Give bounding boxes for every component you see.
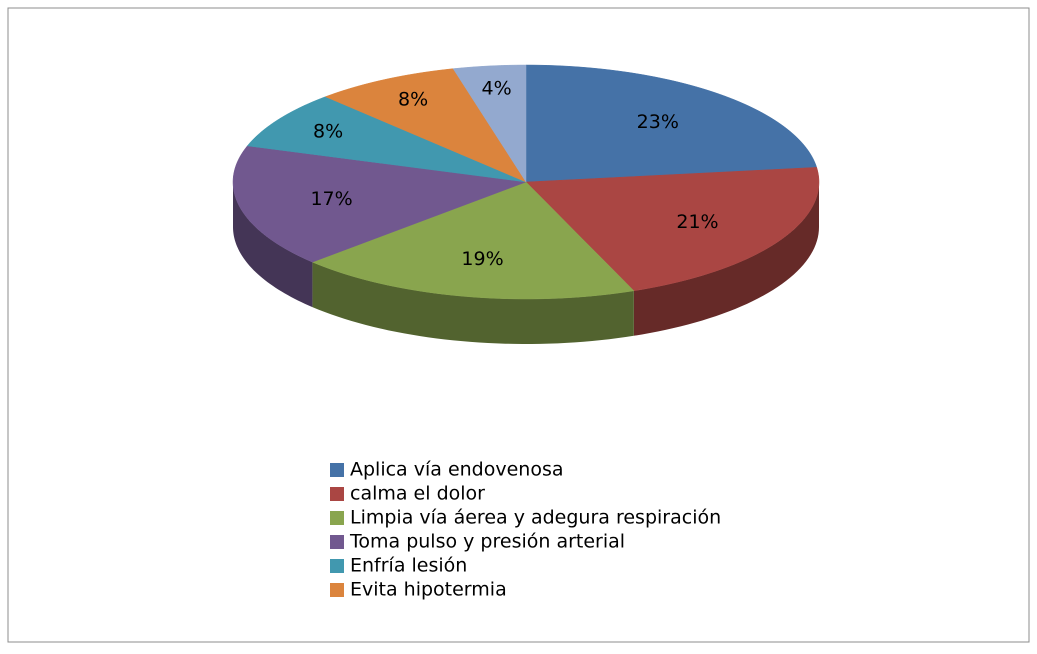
data-label: 19% bbox=[461, 248, 503, 270]
slice bbox=[324, 68, 527, 183]
slice-side bbox=[233, 182, 313, 308]
slice-side bbox=[312, 262, 634, 344]
slice bbox=[311, 181, 635, 300]
legend-label: Limpia vía áerea y adegura respiración bbox=[350, 507, 721, 529]
legend-swatch bbox=[330, 511, 344, 525]
data-label: 4% bbox=[482, 78, 512, 100]
slice bbox=[525, 64, 818, 183]
legend-label: Enfría lesión bbox=[350, 555, 467, 577]
data-label: 8% bbox=[398, 88, 428, 110]
slice bbox=[525, 167, 820, 292]
data-label: 21% bbox=[676, 211, 718, 233]
legend-swatch bbox=[330, 487, 344, 501]
slice bbox=[246, 96, 527, 183]
legend-label: calma el dolor bbox=[350, 483, 485, 505]
legend-label: Aplica vía endovenosa bbox=[350, 459, 564, 481]
legend-label: Evita hipotermia bbox=[350, 579, 507, 601]
legend-swatch bbox=[330, 463, 344, 477]
slice bbox=[452, 64, 527, 183]
legend-label: Toma pulso y presión arterial bbox=[349, 531, 625, 553]
data-label: 23% bbox=[637, 111, 679, 133]
data-label: 8% bbox=[313, 120, 343, 142]
legend-swatch bbox=[330, 583, 344, 597]
legend-swatch bbox=[330, 535, 344, 549]
slice bbox=[232, 145, 527, 263]
data-label: 17% bbox=[310, 188, 352, 210]
legend-swatch bbox=[330, 559, 344, 573]
slice-side bbox=[633, 182, 819, 336]
